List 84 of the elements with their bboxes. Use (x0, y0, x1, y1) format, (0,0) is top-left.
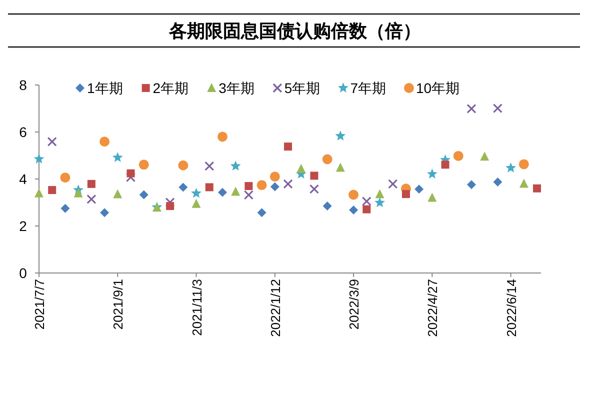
point (257, 208, 266, 218)
point (284, 142, 292, 151)
point (466, 104, 476, 114)
point (60, 172, 70, 183)
point (191, 188, 202, 198)
point (256, 180, 267, 190)
point (139, 190, 148, 200)
point (100, 208, 110, 218)
point (192, 198, 201, 208)
point (348, 190, 359, 200)
point (441, 160, 450, 169)
legend-label: 3年期 (218, 80, 254, 96)
legend-label: 7年期 (350, 80, 386, 96)
point (87, 180, 96, 188)
point (230, 160, 241, 171)
y-tick-label: 8 (19, 77, 28, 93)
point (270, 172, 280, 182)
point (453, 150, 464, 161)
point (336, 162, 345, 172)
point (362, 205, 371, 214)
point (375, 189, 384, 198)
point (362, 196, 372, 206)
y-tick-label: 6 (19, 124, 28, 140)
point (86, 194, 96, 204)
x-tick-label: 2022/6/14 (504, 279, 519, 337)
point (270, 182, 280, 192)
point (335, 130, 346, 140)
point (126, 172, 136, 182)
point (309, 184, 320, 194)
point (74, 188, 83, 198)
point (428, 192, 437, 202)
point (48, 186, 56, 194)
point (126, 169, 135, 178)
chart-title: 各期限固息国债认购倍数（倍） (168, 21, 421, 41)
point (112, 152, 123, 162)
point (244, 182, 253, 190)
legend-label: 5年期 (284, 80, 320, 96)
point (166, 202, 174, 210)
point (204, 161, 214, 171)
point (426, 168, 438, 179)
point (60, 204, 70, 213)
point (322, 202, 332, 211)
point (34, 154, 44, 164)
legend-label: 10年期 (416, 80, 460, 96)
point (480, 152, 490, 161)
point (493, 178, 502, 187)
point (388, 179, 398, 189)
point (518, 159, 529, 170)
x-tick-label: 2021/7/7 (32, 279, 47, 330)
point (244, 190, 254, 200)
point (100, 136, 110, 147)
point (138, 160, 149, 170)
point (310, 172, 318, 180)
y-tick-label: 0 (19, 265, 28, 281)
point (47, 136, 57, 146)
y-tick-label: 4 (19, 171, 28, 187)
point (178, 160, 188, 170)
point (414, 184, 424, 194)
point (296, 164, 306, 173)
x-tick-label: 2022/3/9 (346, 279, 362, 330)
legend-label: 1年期 (87, 80, 123, 96)
point (466, 180, 476, 190)
x-tick-label: 2022/4/27 (425, 279, 440, 337)
point (374, 197, 385, 208)
point (349, 206, 358, 215)
point (218, 188, 227, 197)
point (178, 182, 188, 192)
point (519, 178, 528, 188)
point (217, 132, 228, 142)
point (34, 188, 44, 198)
legend-label: 2年期 (152, 80, 189, 96)
point (506, 162, 516, 172)
x-tick-label: 2021/9/1 (110, 279, 126, 330)
point (533, 184, 541, 192)
point (322, 154, 332, 164)
point (231, 186, 240, 196)
point (492, 103, 502, 114)
point (283, 179, 293, 189)
x-tick-label: 2021/11/3 (189, 279, 204, 336)
point (205, 183, 214, 192)
y-tick-label: 2 (19, 218, 28, 234)
point (402, 190, 410, 198)
x-tick-label: 2022/1/12 (268, 279, 283, 337)
point (113, 189, 122, 198)
